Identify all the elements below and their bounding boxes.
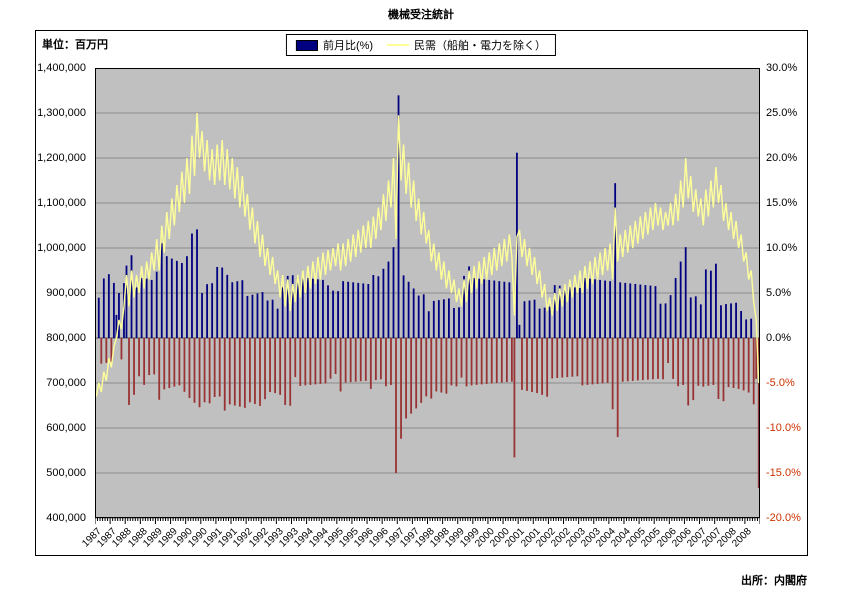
y-right-tick-label: 5.0% xyxy=(766,287,792,299)
chart-title: 機械受注統計 xyxy=(388,9,454,21)
y-right-tick-label: 30.0% xyxy=(766,62,798,74)
line-series-swatch-icon xyxy=(387,41,410,50)
legend-label-line: 民需（船舶・電力を除く） xyxy=(414,40,547,52)
y-left-tick-label: 800,000 xyxy=(46,332,86,344)
y-left-tick-label: 400,000 xyxy=(46,512,86,524)
y-right-tick-label: -5.0% xyxy=(766,377,795,389)
legend: 前月比(%) 民需（船舶・電力を除く） xyxy=(285,34,557,56)
y-left-tick-label: 900,000 xyxy=(46,287,86,299)
y-left-tick-label: 1,000,000 xyxy=(37,242,86,254)
y-right-tick-label: 15.0% xyxy=(766,197,798,209)
left-axis-unit-label: 単位：百万円 xyxy=(42,39,108,51)
y-left-tick-label: 700,000 xyxy=(46,377,86,389)
y-left-tick-label: 1,300,000 xyxy=(37,107,86,119)
legend-item-bar-series: 前月比(%) xyxy=(295,37,374,53)
legend-label-bar: 前月比(%) xyxy=(322,40,374,52)
source-label: 出所：内閣府 xyxy=(741,575,807,587)
legend-item-line-series: 民需（船舶・電力を除く） xyxy=(387,37,546,53)
y-right-tick-label: 20.0% xyxy=(766,152,798,164)
y-right-tick-label: -10.0% xyxy=(766,422,801,434)
y-left-tick-label: 1,100,000 xyxy=(37,197,86,209)
y-left-tick-label: 600,000 xyxy=(46,422,86,434)
y-right-tick-label: 0.0% xyxy=(766,332,792,344)
y-left-tick-label: 500,000 xyxy=(46,467,86,479)
y-right-tick-label: -15.0% xyxy=(766,467,801,479)
y-left-tick-label: 1,200,000 xyxy=(37,152,86,164)
y-left-tick-label: 1,400,000 xyxy=(37,62,86,74)
y-right-tick-label: 25.0% xyxy=(766,107,798,119)
y-right-tick-label: 10.0% xyxy=(766,242,798,254)
chart-canvas xyxy=(95,68,760,524)
y-right-tick-label: -20.0% xyxy=(766,512,801,524)
bar-series-swatch-icon xyxy=(295,39,318,51)
